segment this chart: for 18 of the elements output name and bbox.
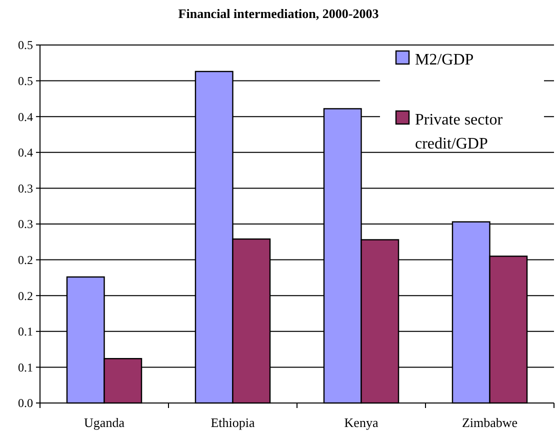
y-tick-label: 0.1	[18, 360, 33, 374]
y-tick-label: 0.4	[18, 110, 33, 124]
x-tick-label: Kenya	[344, 415, 378, 430]
x-tick-label: Zimbabwe	[462, 415, 518, 430]
y-tick-label: 0.3	[18, 217, 33, 232]
legend-label: M2/GDP	[415, 52, 474, 69]
y-tick-label: 0.3	[18, 181, 33, 196]
y-tick-label: 0.0	[18, 396, 33, 410]
x-tick-label: Uganda	[84, 415, 125, 430]
x-tick-label: Ethiopia	[210, 415, 256, 430]
y-tick-label: 0.5	[18, 38, 33, 52]
y-tick-label: 0.1	[18, 324, 33, 339]
y-tick-label: 0.4	[18, 146, 33, 160]
chart-title: Financial intermediation, 2000-2003	[178, 6, 380, 21]
y-tick-label: 0.2	[18, 288, 33, 303]
y-tick-label: 0.2	[18, 253, 33, 267]
legend-label: Private sector credit/GDP	[415, 112, 504, 153]
y-tick-label: 0.5	[18, 74, 33, 88]
